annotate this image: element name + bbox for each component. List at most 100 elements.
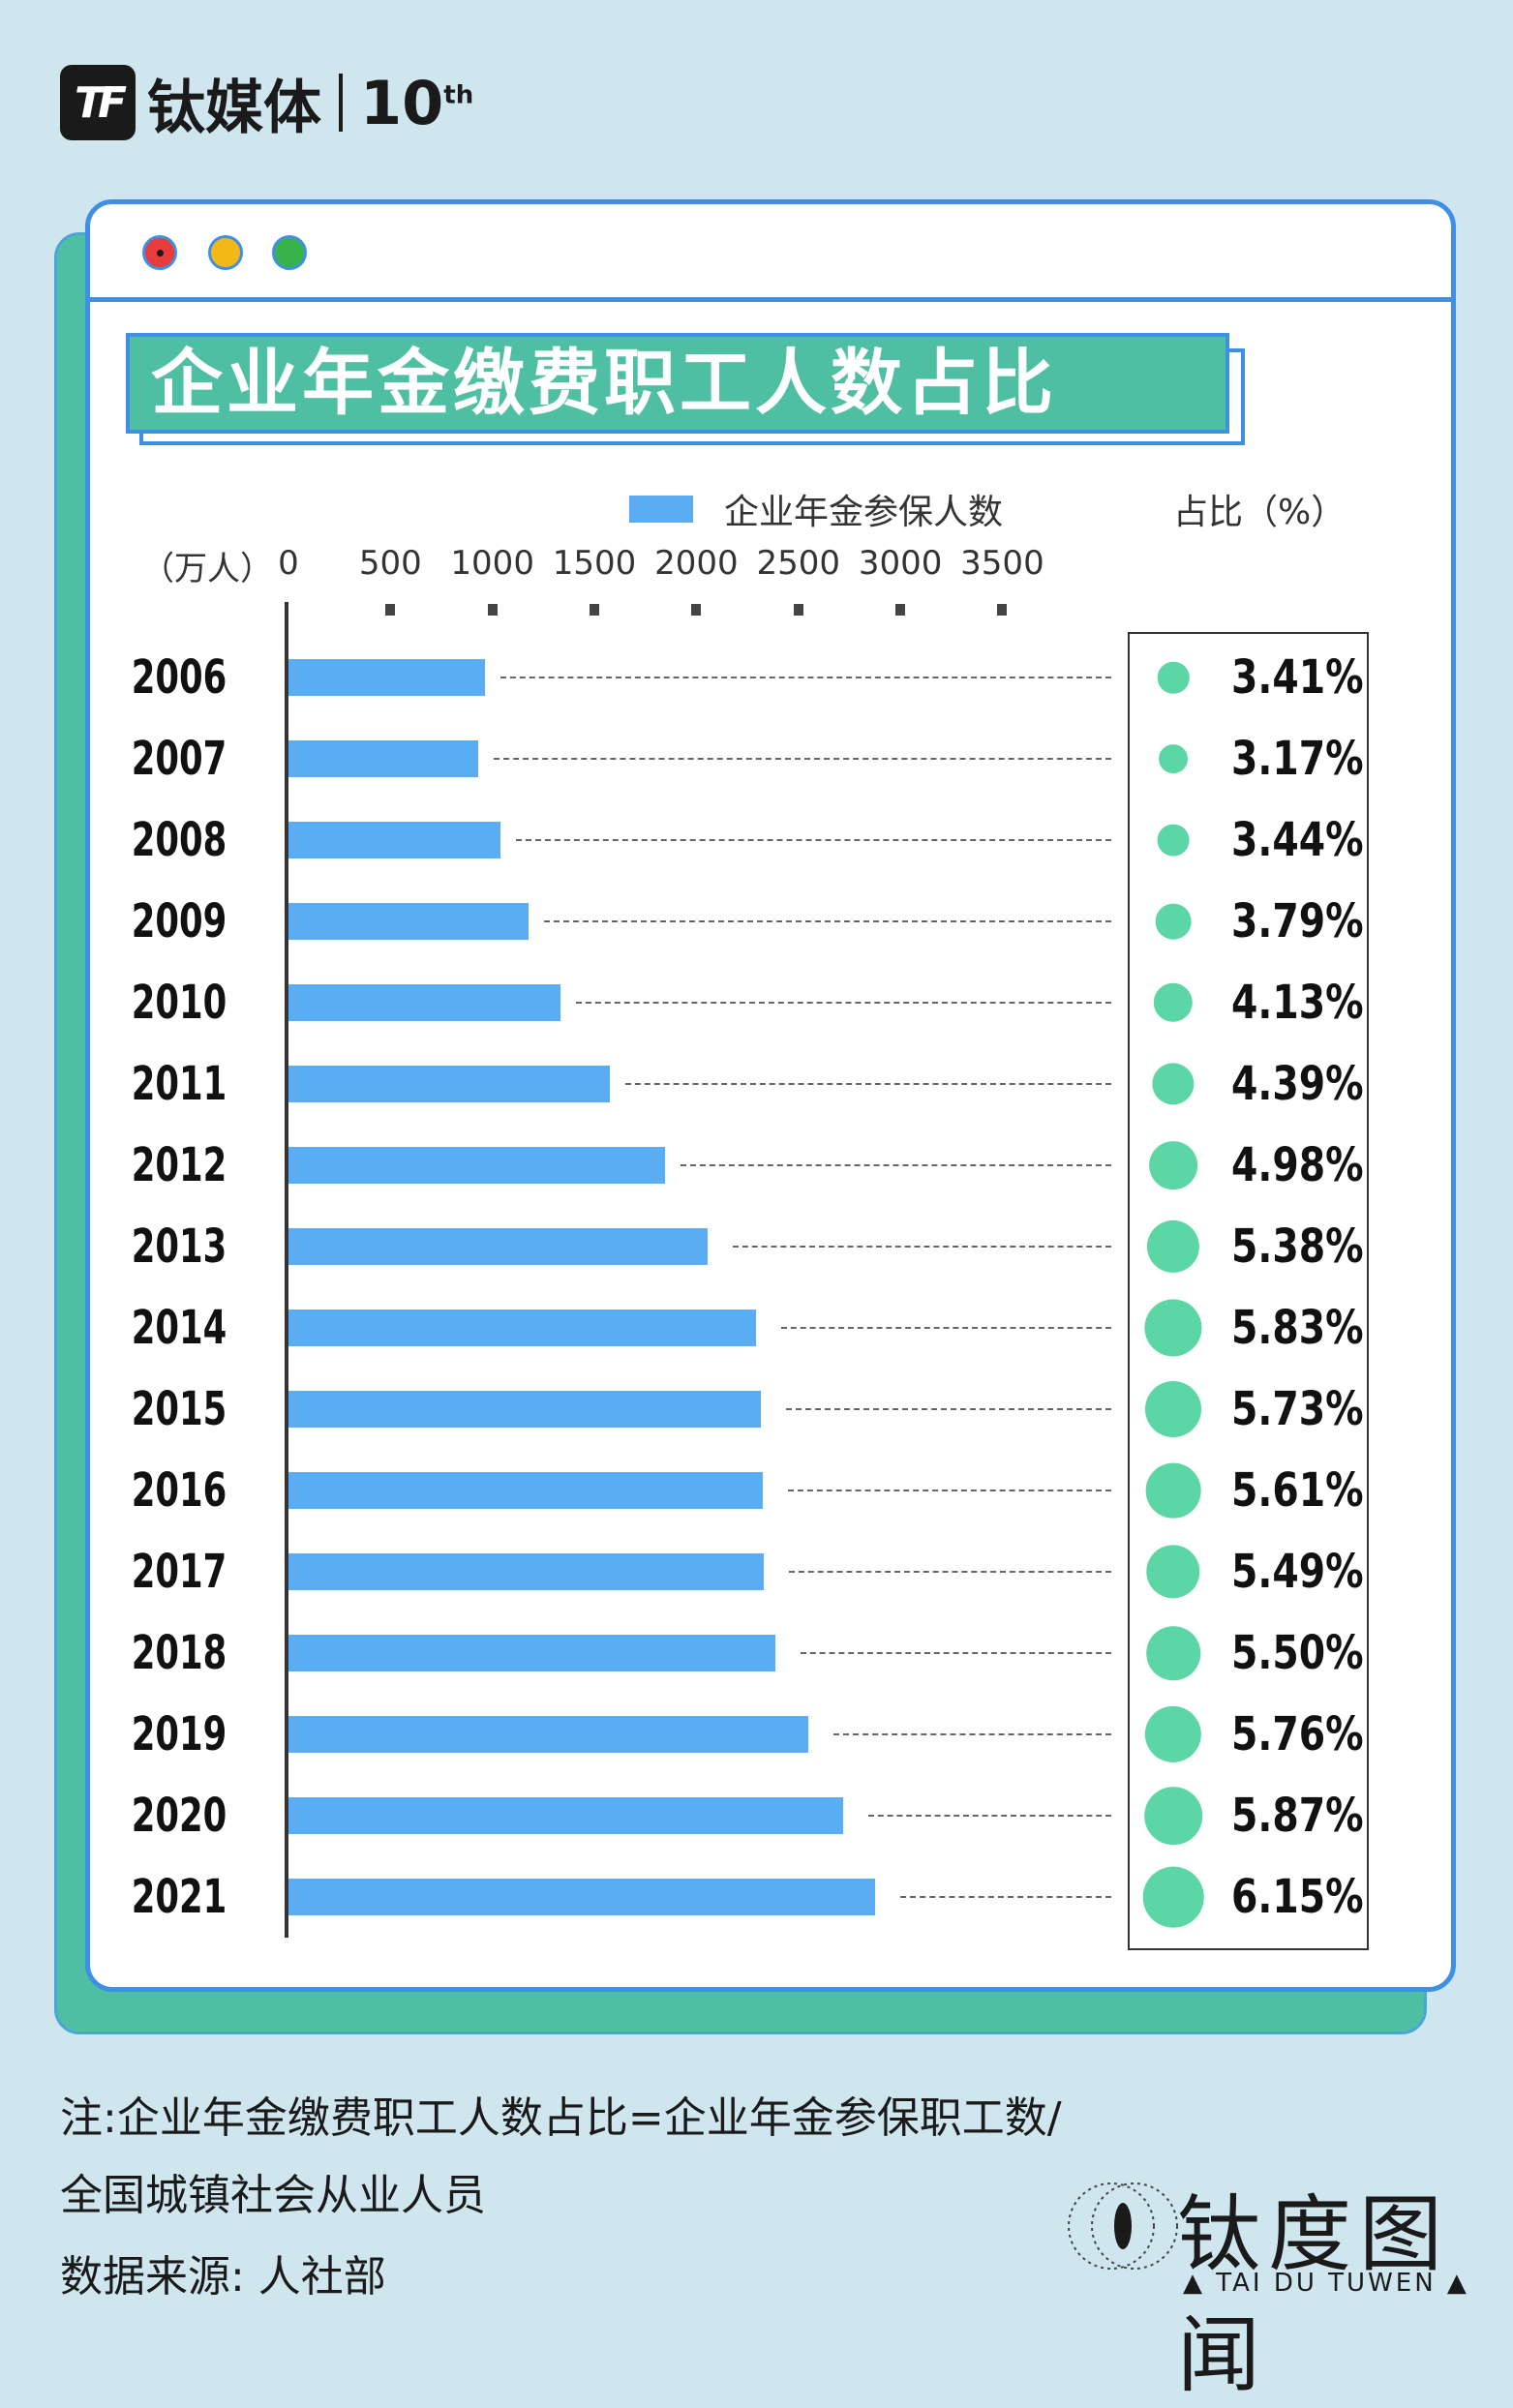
bar [288, 1066, 611, 1102]
anniversary-number: 10 [360, 67, 444, 138]
bar [288, 1553, 765, 1590]
bar [288, 740, 478, 777]
bar [288, 1797, 843, 1834]
x-tick-label: 3000 [858, 544, 943, 583]
ratio-dot [1146, 1219, 1200, 1274]
pct-label: 5.87% [1231, 1789, 1364, 1843]
anniversary-suffix: th [443, 79, 474, 109]
y-tick-label: 2007 [131, 732, 227, 786]
ratio-dot [1144, 1787, 1202, 1845]
bar [288, 1309, 757, 1346]
bar [288, 1879, 875, 1915]
pct-label: 3.79% [1231, 894, 1364, 948]
y-tick-label: 2012 [131, 1138, 227, 1192]
y-tick-label: 2021 [131, 1870, 227, 1924]
bar [288, 1472, 763, 1509]
bar [288, 659, 486, 696]
y-tick-label: 2014 [131, 1301, 227, 1355]
y-tick-label: 2018 [131, 1626, 227, 1680]
leader-line [493, 758, 1111, 760]
ratio-dot [1157, 824, 1190, 857]
y-tick-label: 2016 [131, 1463, 227, 1518]
pct-label: 5.73% [1231, 1382, 1364, 1436]
ratio-dot [1146, 1626, 1200, 1680]
bar [288, 1147, 666, 1184]
leader-line [787, 1490, 1111, 1491]
x-tick-mark [793, 604, 803, 616]
leader-line [785, 1408, 1111, 1410]
ratio-dot [1155, 903, 1192, 940]
note-line-1: 注:企业年金缴费职工人数占比=企业年金参保职工数/ [60, 2093, 1062, 2143]
pct-label: 3.17% [1231, 732, 1364, 786]
ratio-dot [1159, 744, 1188, 773]
ratio-dot [1145, 1462, 1201, 1519]
y-tick-label: 2017 [131, 1545, 227, 1599]
pct-label: 4.39% [1231, 1057, 1364, 1111]
bar [288, 984, 561, 1021]
window-maximize-dot-icon [272, 235, 307, 270]
legend-swatch [629, 496, 693, 523]
x-tick-label: 1500 [552, 544, 637, 583]
y-tick-label: 2010 [131, 976, 227, 1030]
pct-column-box [1128, 632, 1369, 1950]
pct-label: 4.98% [1231, 1138, 1364, 1192]
y-tick-label: 2006 [131, 650, 227, 705]
pct-label: 5.50% [1231, 1626, 1364, 1680]
leader-line [733, 1246, 1111, 1248]
pct-label: 5.49% [1231, 1545, 1364, 1599]
y-axis-line [285, 602, 288, 1938]
ratio-dot [1152, 1063, 1195, 1105]
pct-label: 3.44% [1231, 813, 1364, 867]
y-tick-label: 2011 [131, 1057, 227, 1111]
leader-line [781, 1327, 1111, 1329]
x-tick-label: 2000 [654, 544, 739, 583]
bar [288, 1391, 761, 1428]
pct-label: 3.41% [1231, 650, 1364, 705]
chart-title: 企业年金缴费职工人数占比 [126, 333, 1229, 434]
ratio-dot [1144, 1380, 1202, 1438]
brand-divider [339, 74, 343, 132]
ratio-dot [1144, 1299, 1202, 1357]
leader-line [832, 1733, 1111, 1735]
ratio-dot [1144, 1705, 1202, 1763]
x-tick-mark [487, 604, 498, 616]
pct-label: 4.13% [1231, 976, 1364, 1030]
note-line-2: 全国城镇社会从业人员 [60, 2171, 486, 2220]
pct-column-header: 占比（%） [1173, 493, 1347, 532]
y-tick-label: 2013 [131, 1219, 227, 1274]
pct-label: 5.38% [1231, 1219, 1364, 1274]
footer-brand-sub: ▲ TAI DU TUWEN ▲ [1183, 2269, 1469, 2298]
leader-line [681, 1164, 1111, 1166]
x-tick-mark [691, 604, 702, 616]
x-tick-label: 3500 [960, 544, 1044, 583]
taidu-tuwen-logo-icon [1068, 2182, 1178, 2270]
ratio-dot [1157, 661, 1190, 694]
x-tick-label: 0 [278, 544, 299, 583]
y-tick-label: 2020 [131, 1789, 227, 1843]
leader-line [625, 1083, 1111, 1085]
window-close-dot-icon [142, 235, 177, 270]
x-tick-mark [895, 604, 906, 616]
leader-line [801, 1652, 1111, 1654]
x-tick-label: 1000 [450, 544, 534, 583]
y-tick-label: 2015 [131, 1382, 227, 1436]
pct-label: 5.83% [1231, 1301, 1364, 1355]
y-tick-label: 2008 [131, 813, 227, 867]
leader-line [515, 839, 1111, 841]
leader-line [500, 677, 1111, 678]
legend-series-label: 企业年金参保人数 [724, 493, 1004, 532]
pct-label: 5.61% [1231, 1463, 1364, 1518]
y-tick-label: 2019 [131, 1707, 227, 1761]
x-tick-mark [997, 604, 1008, 616]
x-tick-mark [385, 604, 396, 616]
footer-brand-name: 钛度图闻 [1177, 2186, 1450, 2404]
leader-line [899, 1896, 1111, 1898]
brand-logo: TF 钛媒体 10th [60, 64, 474, 142]
ratio-dot [1149, 1141, 1197, 1189]
x-tick-label: 2500 [756, 544, 841, 583]
bar [288, 903, 530, 940]
leader-line [544, 920, 1111, 922]
x-tick-mark [590, 604, 600, 616]
bar [288, 822, 500, 858]
leader-line [867, 1815, 1111, 1817]
